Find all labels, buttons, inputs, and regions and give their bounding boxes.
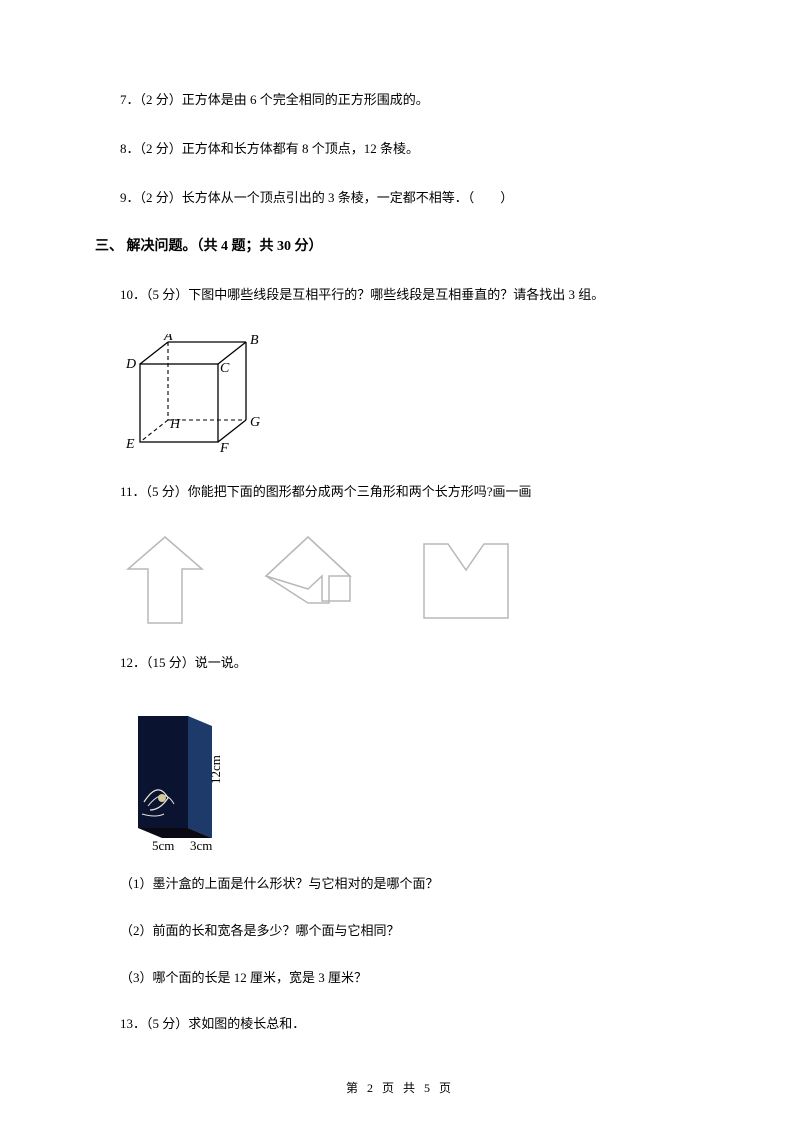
cube-label-D: D bbox=[125, 357, 136, 372]
cube-label-B: B bbox=[250, 334, 259, 348]
question-8: 8．（2 分）正方体和长方体都有 8 个顶点，12 条棱。 bbox=[120, 139, 705, 160]
inkbox-svg: 5cm 3cm 12cm bbox=[120, 702, 300, 852]
inkbox-depth-label: 3cm bbox=[190, 838, 212, 852]
inkbox-height-label: 12cm bbox=[208, 755, 223, 784]
cube-label-C: C bbox=[220, 361, 230, 376]
shape-arrow-left bbox=[258, 531, 368, 631]
question-7: 7．（2 分）正方体是由 6 个完全相同的正方形围成的。 bbox=[120, 90, 705, 111]
cube-label-H: H bbox=[169, 417, 181, 432]
cube-label-G: G bbox=[250, 415, 260, 430]
inkbox-width-label: 5cm bbox=[152, 838, 174, 852]
question-12-2: （2）前面的长和宽各是多少？哪个面与它相同？ bbox=[120, 921, 705, 942]
shape-arrow-up bbox=[120, 531, 210, 631]
cube-svg: A B D C H G E F bbox=[120, 334, 280, 454]
page-footer: 第 2 页 共 5 页 bbox=[0, 1079, 800, 1096]
question-11: 11．（5 分）你能把下面的图形都分成两个三角形和两个长方形吗?画一画 bbox=[120, 482, 705, 503]
shape-notch bbox=[416, 536, 516, 626]
cube-diagram: A B D C H G E F bbox=[120, 334, 705, 461]
cube-label-E: E bbox=[125, 437, 135, 452]
cube-label-A: A bbox=[163, 334, 173, 344]
ink-box-figure: 5cm 3cm 12cm bbox=[120, 702, 705, 852]
question-12: 12．（15 分）说一说。 bbox=[120, 653, 705, 674]
shapes-row bbox=[120, 531, 705, 631]
question-12-3: （3）哪个面的长是 12 厘米，宽是 3 厘米？ bbox=[120, 968, 705, 989]
question-13: 13．（5 分）求如图的棱长总和． bbox=[120, 1014, 705, 1035]
cube-label-F: F bbox=[219, 441, 229, 454]
document-page: 7．（2 分）正方体是由 6 个完全相同的正方形围成的。 8．（2 分）正方体和… bbox=[0, 0, 800, 1093]
question-9: 9．（2 分）长方体从一个顶点引出的 3 条棱，一定都不相等．（ ） bbox=[120, 188, 705, 209]
question-12-1: （1）墨汁盒的上面是什么形状？与它相对的是哪个面？ bbox=[120, 874, 705, 895]
question-10: 10．（5 分）下图中哪些线段是互相平行的？哪些线段是互相垂直的？请各找出 3 … bbox=[120, 285, 705, 306]
section-header-3: 三、 解决问题。（共 4 题；共 30 分） bbox=[95, 236, 705, 258]
